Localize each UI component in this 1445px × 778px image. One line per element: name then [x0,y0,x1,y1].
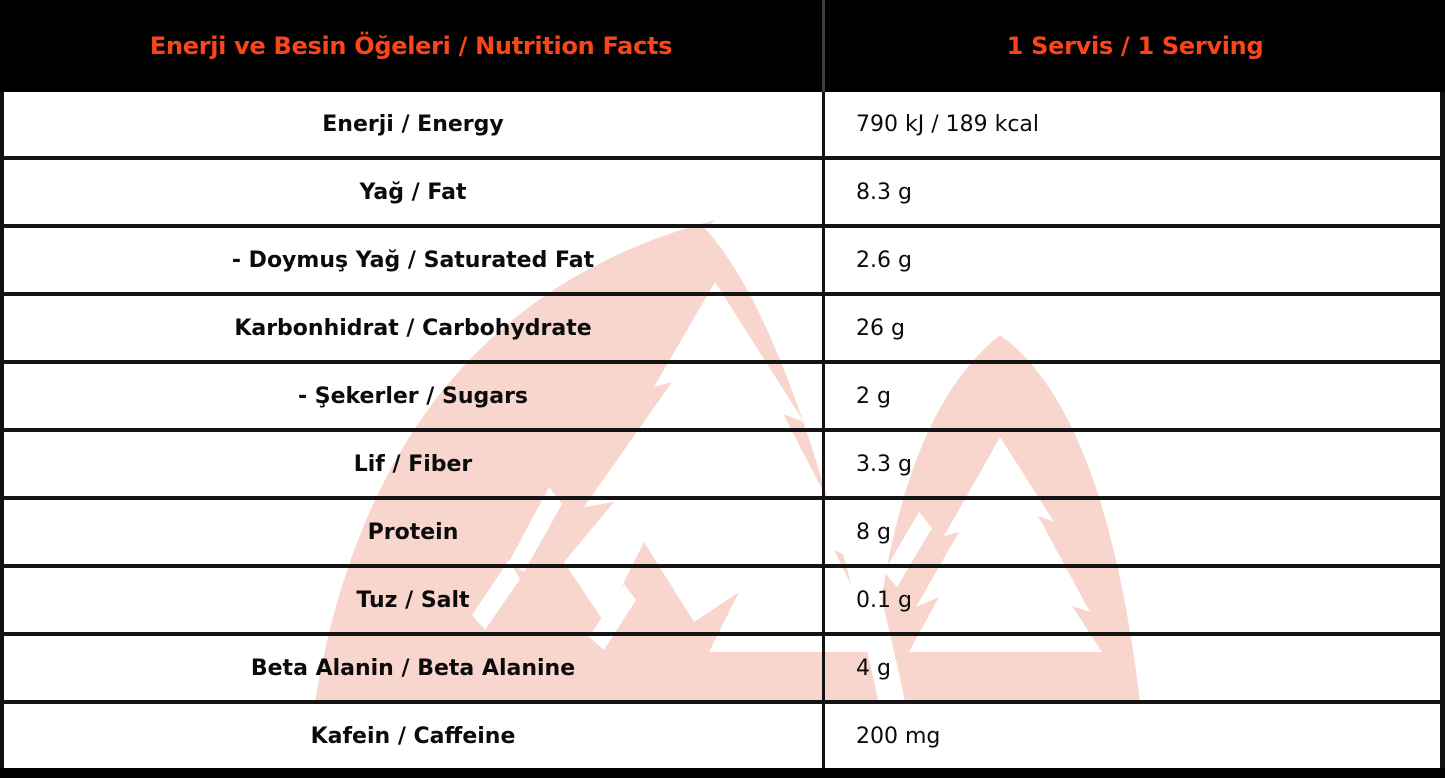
serving-title: 1 Servis / 1 Serving [1006,32,1264,60]
row-value: 0.1 g [856,587,912,613]
row-label: Karbonhidrat / Carbohydrate [4,296,825,360]
row-label: - Doymuş Yağ / Saturated Fat [4,228,825,292]
header-cell-nutrition-facts: Enerji ve Besin Öğeleri / Nutrition Fact… [0,0,825,92]
row-label: - Şekerler / Sugars [4,364,825,428]
row-label: Lif / Fiber [4,432,825,496]
row-value: 8.3 g [856,179,912,205]
row-value: 2.6 g [856,247,912,273]
row-label: Protein [4,500,825,564]
table-row: - Doymuş Yağ / Saturated Fat 2.6 g [4,228,1440,296]
row-value: 2 g [856,383,891,409]
table-row: Yağ / Fat 8.3 g [4,160,1440,228]
table-row: Karbonhidrat / Carbohydrate 26 g [4,296,1440,364]
table-row: Kafein / Caffeine 200 mg [4,704,1440,768]
row-value: 26 g [856,315,905,341]
table-row: Beta Alanin / Beta Alanine 4 g [4,636,1440,704]
table-row: - Şekerler / Sugars 2 g [4,364,1440,432]
table-row: Lif / Fiber 3.3 g [4,432,1440,500]
row-value: 200 mg [856,723,941,749]
header-cell-serving: 1 Servis / 1 Serving [825,0,1445,92]
row-label: Tuz / Salt [4,568,825,632]
row-value: 8 g [856,519,891,545]
row-label: Yağ / Fat [4,160,825,224]
table-row: Tuz / Salt 0.1 g [4,568,1440,636]
nutrition-facts-title: Enerji ve Besin Öğeleri / Nutrition Fact… [149,32,673,60]
row-label: Kafein / Caffeine [4,704,825,768]
row-value: 4 g [856,655,891,681]
footer-bar [0,768,1445,778]
row-label: Enerji / Energy [4,92,825,156]
table-row: Protein 8 g [4,500,1440,568]
header-bar: Enerji ve Besin Öğeleri / Nutrition Fact… [0,0,1445,92]
table-row: Enerji / Energy 790 kJ / 189 kcal [4,92,1440,160]
row-value: 790 kJ / 189 kcal [856,111,1040,137]
row-label: Beta Alanin / Beta Alanine [4,636,825,700]
nutrition-table: Enerji / Energy 790 kJ / 189 kcal Yağ / … [0,92,1445,768]
row-value: 3.3 g [856,451,912,477]
